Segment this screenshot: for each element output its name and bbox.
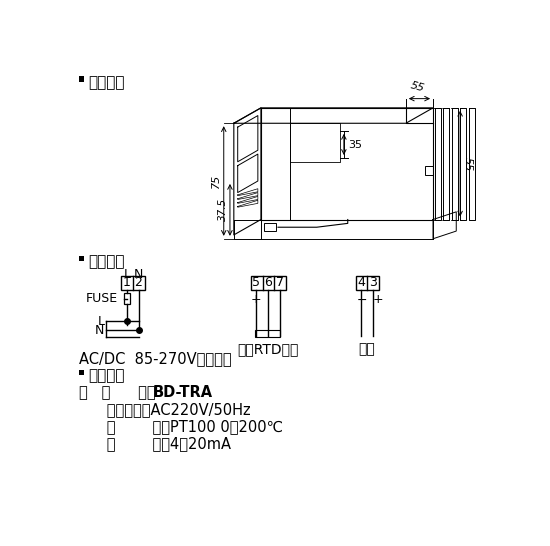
Bar	[425, 165, 433, 175]
Text: 35: 35	[348, 140, 362, 150]
Text: 输        出：4～20mA: 输 出：4～20mA	[79, 436, 231, 451]
Text: AC/DC  85-270V辅助电源: AC/DC 85-270V辅助电源	[79, 351, 232, 366]
Text: 辅助电源：AC220V/50Hz: 辅助电源：AC220V/50Hz	[79, 402, 250, 417]
Text: 订货范例: 订货范例	[88, 368, 125, 383]
Text: 55: 55	[463, 157, 472, 171]
Text: 输出: 输出	[359, 342, 376, 356]
Text: FUSE: FUSE	[85, 292, 118, 305]
Text: 三线RTD输入: 三线RTD输入	[237, 342, 299, 356]
Bar	[255, 330, 279, 337]
Text: 接线方式: 接线方式	[88, 254, 125, 269]
Text: N: N	[95, 324, 104, 337]
Text: 4: 4	[357, 276, 365, 289]
Bar	[79, 256, 84, 261]
Bar	[124, 293, 130, 304]
Bar	[355, 276, 379, 289]
Text: +: +	[251, 293, 261, 306]
Text: L: L	[97, 314, 104, 328]
Text: 输        入：PT100 0～200℃: 输 入：PT100 0～200℃	[79, 419, 283, 434]
Text: 75: 75	[211, 174, 222, 188]
Text: 6: 6	[264, 276, 272, 289]
Text: BD-TRA: BD-TRA	[152, 385, 212, 400]
Text: 1: 1	[123, 276, 131, 289]
Text: 2: 2	[135, 276, 142, 289]
Text: +: +	[372, 293, 383, 306]
Bar	[122, 276, 145, 289]
Text: N: N	[134, 268, 143, 281]
Text: −: −	[357, 293, 367, 306]
Bar	[264, 223, 276, 231]
Text: 7: 7	[276, 276, 284, 289]
Text: 55: 55	[409, 80, 426, 93]
Bar	[251, 276, 286, 289]
Text: 外形尺寸: 外形尺寸	[88, 75, 125, 90]
Text: 5: 5	[252, 276, 260, 289]
Text: 37.5: 37.5	[218, 198, 228, 221]
Bar	[79, 76, 84, 82]
Text: 例   型      号：: 例 型 号：	[79, 385, 156, 400]
Text: L: L	[123, 268, 130, 281]
Text: 3: 3	[368, 276, 377, 289]
Bar	[79, 370, 84, 375]
